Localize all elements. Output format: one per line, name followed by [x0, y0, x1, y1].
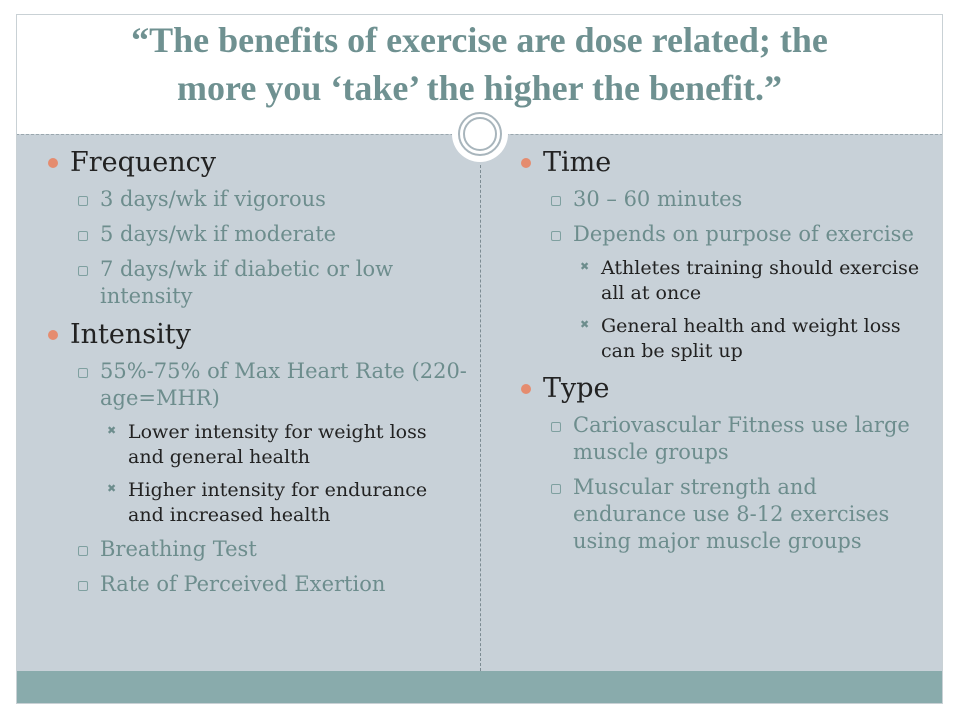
right-column: Time 30 – 60 minutes Depends on purpose …	[521, 146, 931, 555]
bullet-dot-icon	[521, 158, 531, 168]
bullet-intensity: Intensity	[48, 318, 468, 352]
sub-bullet: Breathing Test	[48, 536, 468, 563]
content-panel	[16, 134, 943, 672]
square-bullet-icon	[551, 196, 561, 206]
cross-bullet-icon: ✖	[107, 424, 117, 437]
sub-bullet: Cariovascular Fitness use large muscle g…	[521, 412, 931, 466]
left-column: Frequency 3 days/wk if vigorous 5 days/w…	[48, 146, 468, 598]
circle-ornament-icon	[452, 106, 508, 162]
bullet-dot-icon	[48, 330, 58, 340]
sub-sub-bullet: ✖ Lower intensity for weight loss and ge…	[107, 421, 427, 468]
sub-sub-bullet: ✖ General health and weight loss can be …	[580, 315, 901, 362]
square-bullet-icon	[551, 484, 561, 494]
square-bullet-icon	[78, 266, 88, 276]
sub-sub-bullet: ✖ Higher intensity for endurance and inc…	[107, 479, 428, 526]
cross-bullet-icon: ✖	[107, 482, 117, 495]
sub-bullet: 3 days/wk if vigorous	[48, 186, 468, 213]
sub-bullet: Muscular strength and endurance use 8-12…	[521, 474, 931, 555]
square-bullet-icon	[78, 368, 88, 378]
title-area: “The benefits of exercise are dose relat…	[16, 14, 943, 134]
bullet-time: Time	[521, 146, 931, 180]
bullet-frequency: Frequency	[48, 146, 468, 180]
sub-sub-bullet: ✖ Athletes training should exercise all …	[580, 257, 920, 304]
square-bullet-icon	[551, 422, 561, 432]
square-bullet-icon	[78, 546, 88, 556]
bullet-dot-icon	[48, 158, 58, 168]
bullet-type: Type	[521, 372, 931, 406]
title-line-1: “The benefits of exercise are dose relat…	[131, 20, 828, 60]
bullet-dot-icon	[521, 384, 531, 394]
column-divider	[480, 165, 481, 671]
slide-frame	[16, 14, 943, 704]
cross-bullet-icon: ✖	[580, 260, 590, 273]
title-line-2: more you ‘take’ the higher the benefit.”	[177, 68, 782, 108]
sub-bullet: Rate of Perceived Exertion	[48, 571, 468, 598]
sub-bullet: 55%-75% of Max Heart Rate (220-age=MHR)	[48, 358, 468, 412]
square-bullet-icon	[551, 231, 561, 241]
sub-bullet: 30 – 60 minutes	[521, 186, 931, 213]
square-bullet-icon	[78, 231, 88, 241]
sub-bullet: 5 days/wk if moderate	[48, 221, 468, 248]
square-bullet-icon	[78, 196, 88, 206]
cross-bullet-icon: ✖	[580, 318, 590, 331]
sub-bullet: 7 days/wk if diabetic or low intensity	[48, 256, 468, 310]
square-bullet-icon	[78, 581, 88, 591]
footer-bar	[16, 671, 943, 704]
sub-bullet: Depends on purpose of exercise	[521, 221, 931, 248]
